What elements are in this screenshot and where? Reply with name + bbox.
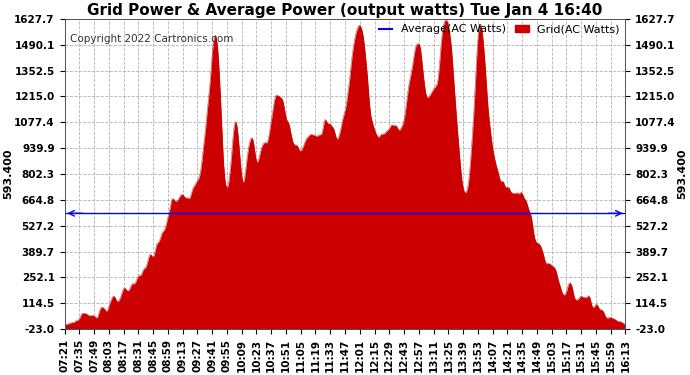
Y-axis label: 593.400: 593.400 — [3, 149, 13, 199]
Text: Copyright 2022 Cartronics.com: Copyright 2022 Cartronics.com — [70, 34, 233, 45]
Title: Grid Power & Average Power (output watts) Tue Jan 4 16:40: Grid Power & Average Power (output watts… — [88, 3, 602, 18]
Y-axis label: 593.400: 593.400 — [677, 149, 687, 199]
Legend: Average(AC Watts), Grid(AC Watts): Average(AC Watts), Grid(AC Watts) — [379, 24, 620, 34]
